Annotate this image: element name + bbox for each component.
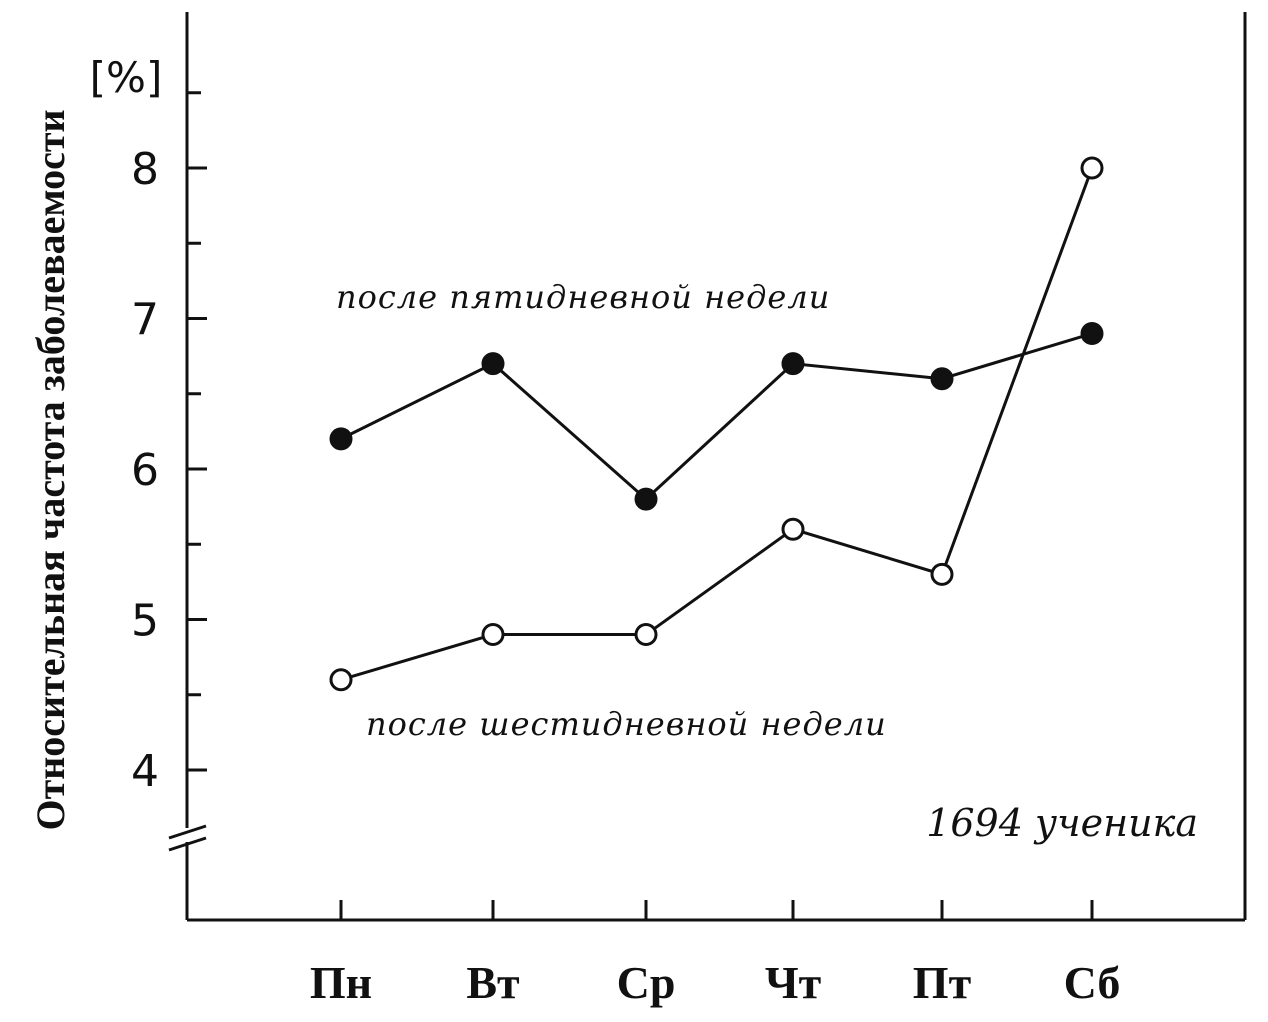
x-tick-label: Пт <box>913 957 972 1008</box>
data-point <box>930 367 954 391</box>
data-point <box>781 517 805 541</box>
data-point <box>481 352 505 376</box>
axis-break-mark <box>168 824 207 840</box>
y-tick-label: 4 <box>131 746 159 797</box>
data-point <box>481 623 505 647</box>
y-tick-label: 8 <box>131 144 159 195</box>
y-axis-unit: [%] <box>90 53 163 102</box>
x-tick-label: Ср <box>617 957 676 1008</box>
series-line-2 <box>340 167 1094 682</box>
data-point <box>634 487 658 511</box>
sample-size-note: 1694 ученика <box>926 801 1198 845</box>
x-axis-ticks: Пн Вт Ср Чт Пт Сб <box>310 900 1121 1008</box>
y-axis-ticks: 4 5 6 7 8 <box>131 91 207 797</box>
data-point <box>634 623 658 647</box>
data-point <box>1080 156 1104 180</box>
data-point <box>1080 322 1104 346</box>
series-line-1 <box>340 332 1093 502</box>
axis-break-mark <box>168 836 207 852</box>
series-label-five-day: после пятидневной недели <box>336 278 830 316</box>
y-tick-label: 6 <box>131 445 159 496</box>
x-tick-label: Чт <box>765 957 822 1008</box>
data-point <box>781 352 805 376</box>
data-point <box>329 427 353 451</box>
series-label-six-day: после шестидневной недели <box>366 705 887 743</box>
x-tick-label: Вт <box>466 957 520 1008</box>
data-point <box>930 562 954 586</box>
data-point <box>329 668 353 692</box>
series-group <box>329 156 1104 692</box>
x-tick-label: Пн <box>310 957 372 1008</box>
x-tick-label: Сб <box>1064 957 1121 1008</box>
y-tick-label: 5 <box>131 596 159 647</box>
y-tick-label: 7 <box>131 295 159 346</box>
y-axis-label: Относительная частота заболеваемости <box>28 109 73 830</box>
